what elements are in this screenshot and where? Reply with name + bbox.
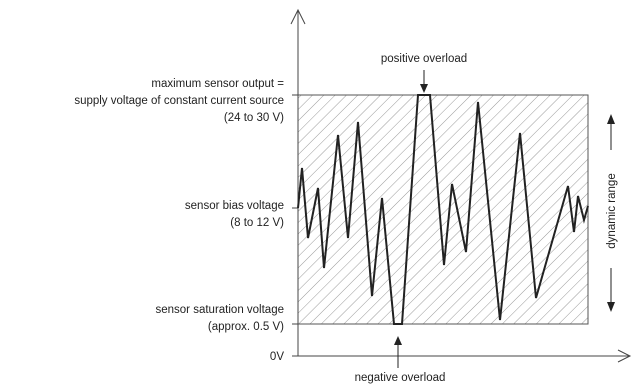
level-ticks <box>292 94 298 357</box>
label-positive-overload: positive overload <box>381 53 467 65</box>
positive-overload-arrow <box>420 70 428 93</box>
label-negative-overload: negative overload <box>355 372 446 384</box>
y-axis-arrowhead <box>290 8 306 25</box>
negative-overload-arrow <box>394 336 402 368</box>
label-max-output-line-1: maximum sensor output = <box>151 78 284 90</box>
signal-waveform <box>297 94 589 325</box>
label-bias-line-1: sensor bias voltage <box>185 200 284 212</box>
label-saturation-line-1: sensor saturation voltage <box>156 304 285 316</box>
label-zero-volt: 0V <box>270 351 284 363</box>
dynamic-range-arrows <box>607 114 615 312</box>
label-dynamic-range: dynamic range <box>606 173 618 248</box>
label-saturation-line-2: (approx. 0.5 V) <box>208 321 284 333</box>
dynamic-range-region <box>297 94 589 325</box>
label-bias-line-2: (8 to 12 V) <box>230 217 284 229</box>
label-max-output-line-2: supply voltage of constant current sourc… <box>74 95 284 107</box>
x-axis-arrowhead <box>617 349 632 363</box>
label-max-output-line-3: (24 to 30 V) <box>224 112 284 124</box>
axes <box>290 8 632 363</box>
